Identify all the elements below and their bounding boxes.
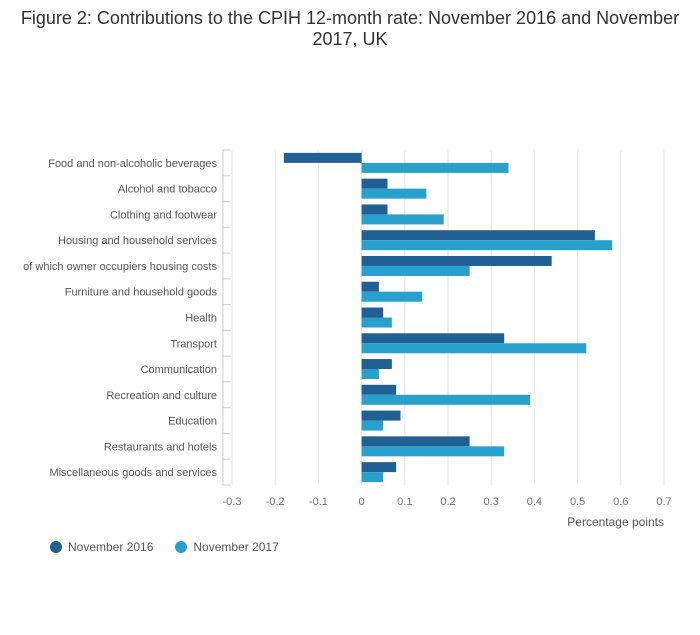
category-label: Clothing and footwear — [110, 209, 217, 221]
bar-series-1 — [361, 359, 392, 370]
bar-series-2 — [361, 472, 384, 483]
x-tick-label: 0 — [359, 496, 365, 508]
bar-series-1 — [361, 333, 505, 344]
category-label: Housing and household services — [58, 235, 217, 247]
bar-series-2 — [361, 394, 531, 405]
bar-series-1 — [361, 307, 384, 318]
bar-series-2 — [361, 343, 587, 354]
bar-series-1 — [361, 462, 397, 473]
category-label: Alcohol and tobacco — [118, 184, 217, 196]
x-tick-label: 0.1 — [397, 496, 412, 508]
bar-series-2 — [361, 291, 423, 302]
bar-series-2 — [361, 162, 509, 173]
x-tick-label: -0.2 — [266, 496, 285, 508]
category-label: Miscellaneous goods and services — [49, 467, 217, 479]
category-label: Restaurants and hotels — [104, 441, 218, 453]
category-label: Food and non-alcoholic beverages — [48, 158, 217, 170]
bar-series-2 — [361, 317, 392, 328]
bar-series-1 — [361, 178, 388, 189]
category-label: Health — [185, 313, 217, 325]
bar-series-2 — [361, 188, 427, 199]
bar-series-1 — [283, 152, 362, 163]
bar-series-1 — [361, 255, 552, 266]
chart-legend: November 2016 November 2017 — [50, 540, 279, 554]
legend-item-series-2[interactable]: November 2017 — [175, 540, 279, 554]
x-tick-label: -0.1 — [309, 496, 328, 508]
bar-series-2 — [361, 265, 470, 276]
x-tick-label: 0.6 — [613, 496, 628, 508]
category-label: Education — [168, 416, 217, 428]
x-tick-label: 0.4 — [527, 496, 542, 508]
category-label: Transport — [170, 338, 217, 350]
bar-series-1 — [361, 436, 470, 447]
x-axis-title: Percentage points — [567, 515, 664, 529]
x-tick-label: 0.2 — [440, 496, 455, 508]
x-tick-label: 0.3 — [484, 496, 499, 508]
bar-series-2 — [361, 214, 444, 225]
x-tick-label: 0.7 — [656, 496, 671, 508]
legend-label-series-1: November 2016 — [68, 540, 154, 554]
bar-series-1 — [361, 281, 379, 292]
bar-series-2 — [361, 420, 384, 431]
x-tick-label: 0.5 — [570, 496, 585, 508]
bar-series-2 — [361, 446, 505, 457]
bar-series-1 — [361, 230, 595, 241]
legend-item-series-1[interactable]: November 2016 — [50, 540, 153, 554]
category-label: Furniture and household goods — [65, 287, 218, 299]
bar-series-1 — [361, 410, 401, 421]
bar-series-2 — [361, 369, 379, 380]
x-tick-label: -0.3 — [223, 496, 242, 508]
category-label: Communication — [141, 364, 217, 376]
category-label: Recreation and culture — [106, 390, 217, 402]
category-label: of which owner occupiers housing costs — [23, 261, 217, 273]
legend-swatch-series-1 — [50, 541, 62, 553]
bar-series-2 — [361, 240, 613, 251]
legend-label-series-2: November 2017 — [193, 540, 279, 554]
bar-series-1 — [361, 384, 397, 395]
chart-title: Figure 2: Contributions to the CPIH 12-m… — [20, 8, 680, 49]
bar-series-1 — [361, 204, 388, 215]
legend-swatch-series-2 — [175, 541, 188, 553]
